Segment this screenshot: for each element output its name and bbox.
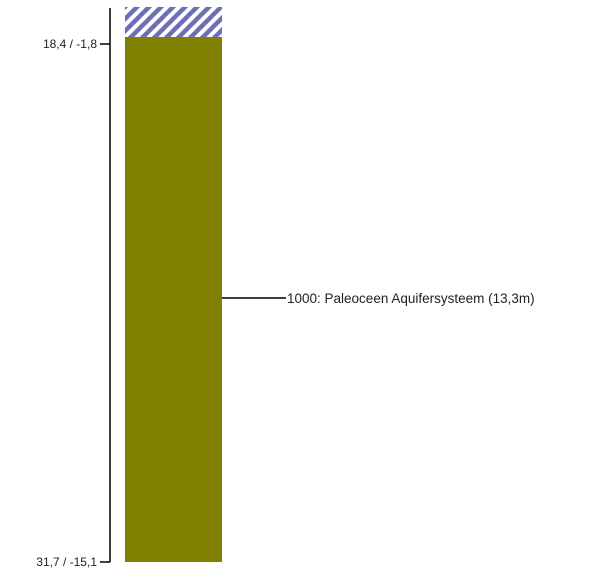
aquifer-layer-label: 1000: Paleoceen Aquifersysteem (13,3m) [287,291,535,306]
top-tick-label: 18,4 / -1,8 [43,37,97,51]
hatched-layer [125,7,222,37]
bottom-tick-label: 31,7 / -15,1 [36,555,97,569]
aquifer-layer [125,37,222,562]
